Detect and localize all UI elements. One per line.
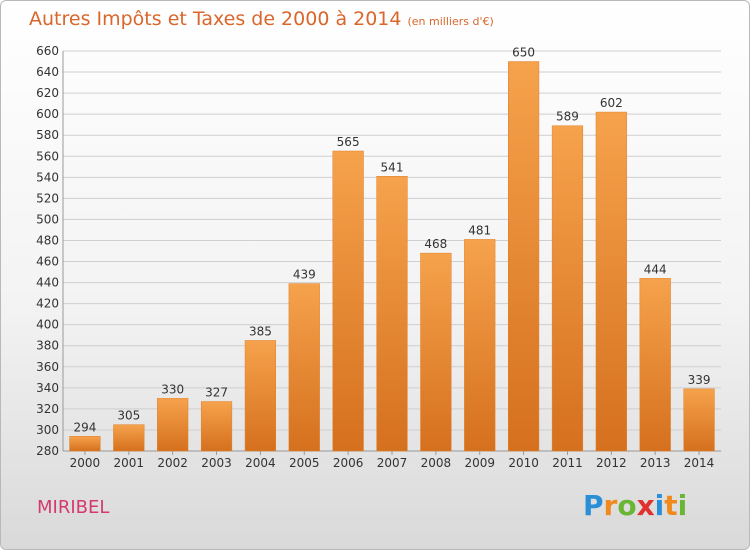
y-tick-label: 560 — [36, 149, 59, 163]
y-tick-label: 300 — [36, 423, 59, 437]
bar-2010 — [507, 61, 540, 452]
bars — [69, 61, 715, 452]
y-tick-label: 360 — [36, 360, 59, 374]
data-label-2001: 305 — [117, 409, 140, 423]
bar-2005 — [288, 283, 320, 452]
logo-letter: t — [664, 489, 678, 522]
logo-letter: r — [603, 489, 618, 522]
data-label-2005: 439 — [293, 268, 316, 282]
x-tick-label: 2009 — [464, 456, 495, 470]
x-tick-label: 2007 — [377, 456, 408, 470]
bar-2007 — [376, 176, 408, 452]
y-tick-label: 480 — [36, 233, 59, 247]
y-tick-label: 340 — [36, 381, 59, 395]
bar-2000 — [69, 436, 101, 452]
y-tick-label: 520 — [36, 191, 59, 205]
y-tick-label: 640 — [36, 65, 59, 79]
x-tick-label: 2010 — [508, 456, 539, 470]
y-tick-label: 320 — [36, 402, 59, 416]
data-label-2009: 481 — [468, 223, 491, 237]
y-tick-label: 280 — [36, 444, 59, 458]
x-tick-label: 2006 — [333, 456, 364, 470]
bar-2001 — [113, 424, 145, 452]
data-label-2008: 468 — [424, 237, 447, 251]
bar-2006 — [332, 150, 364, 452]
y-tick-label: 460 — [36, 255, 59, 269]
x-tick-label: 2014 — [684, 456, 715, 470]
data-label-2003: 327 — [205, 386, 228, 400]
bar-2003 — [200, 401, 233, 452]
y-tick-label: 500 — [36, 212, 59, 226]
data-label-2002: 330 — [161, 382, 184, 396]
y-tick-label: 400 — [36, 318, 59, 332]
x-tick-label: 2011 — [552, 456, 583, 470]
x-tick-label: 2000 — [70, 456, 101, 470]
logo-letter: o — [617, 489, 637, 522]
y-tick-label: 580 — [36, 128, 59, 142]
x-tick-label: 2012 — [596, 456, 627, 470]
x-tick-label: 2005 — [289, 456, 320, 470]
y-tick-label: 620 — [36, 86, 59, 100]
chart-subtitle: (en milliers d'€) — [407, 15, 494, 28]
logo-letter: x — [636, 489, 655, 522]
bar-2002 — [157, 398, 189, 452]
bar-2013 — [639, 278, 671, 452]
data-label-2013: 444 — [644, 262, 667, 276]
y-tick-label: 660 — [36, 44, 59, 58]
place-name: MIRIBEL — [37, 497, 110, 518]
bar-2008 — [420, 252, 452, 452]
y-tick-label: 380 — [36, 339, 59, 353]
y-tick-label: 420 — [36, 297, 59, 311]
data-label-2011: 589 — [556, 110, 579, 124]
y-axis: 280 300 320 340 360 380 400 420 440 460 480 500 520 5… — [36, 44, 59, 458]
logo-letter: i — [677, 489, 688, 522]
proxiti-logo: Proxiti — [583, 489, 687, 522]
x-axis: 2000 2001 2002 2003 2004 2005 2006 2007 2008 2009… — [70, 451, 715, 470]
data-labels: 294 305 330 327 385 439 565 541 468 481 650 589 602 4… — [73, 46, 710, 435]
x-tick-label: 2013 — [640, 456, 671, 470]
data-label-2007: 541 — [381, 160, 404, 174]
data-label-2000: 294 — [73, 420, 96, 434]
bar-2009 — [464, 239, 496, 452]
data-label-2012: 602 — [600, 96, 623, 110]
bar-2011 — [551, 125, 584, 452]
y-tick-label: 540 — [36, 170, 59, 184]
data-label-2014: 339 — [688, 373, 711, 387]
chart-title: Autres Impôts et Taxes de 2000 à 2014 (en… — [29, 8, 494, 30]
bar-2014 — [683, 388, 715, 452]
x-tick-label: 2001 — [114, 456, 145, 470]
bar-2012 — [595, 111, 627, 452]
logo-letter: i — [654, 489, 665, 522]
y-tick-label: 600 — [36, 107, 59, 121]
chart-title-text: Autres Impôts et Taxes de 2000 à 2014 — [29, 8, 402, 30]
bar-2004 — [244, 340, 277, 452]
x-tick-label: 2008 — [421, 456, 452, 470]
x-tick-label: 2003 — [201, 456, 232, 470]
data-label-2010: 650 — [512, 46, 535, 60]
y-tick-label: 440 — [36, 276, 59, 290]
x-tick-label: 2004 — [245, 456, 276, 470]
data-label-2006: 565 — [337, 135, 360, 149]
data-label-2004: 385 — [249, 324, 272, 338]
x-tick-label: 2002 — [157, 456, 188, 470]
logo-letter: P — [583, 489, 604, 522]
